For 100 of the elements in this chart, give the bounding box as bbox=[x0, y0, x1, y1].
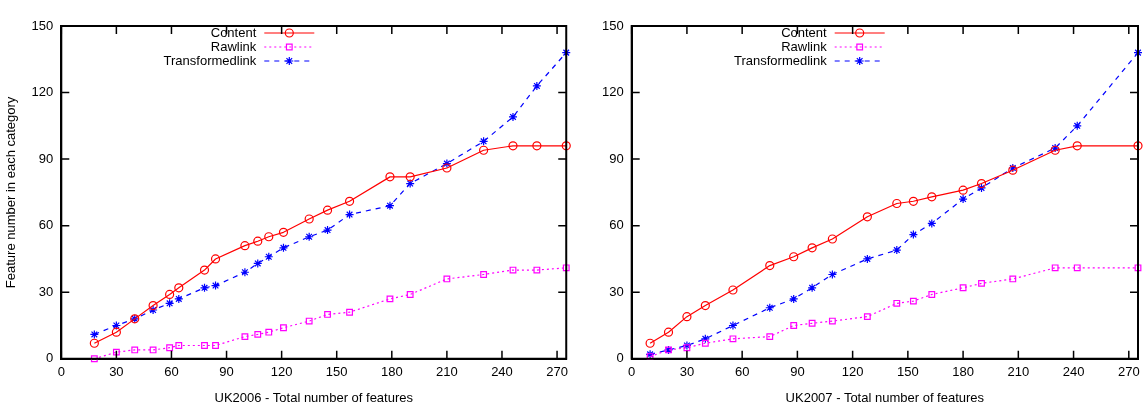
point bbox=[442, 158, 452, 169]
point bbox=[240, 267, 250, 277]
point bbox=[645, 338, 655, 348]
y-tick-label: 90 bbox=[38, 150, 54, 166]
point bbox=[253, 236, 263, 246]
point bbox=[405, 172, 415, 182]
point bbox=[828, 317, 836, 325]
point bbox=[958, 194, 968, 204]
x-tick-label: 270 bbox=[546, 364, 568, 380]
point bbox=[908, 229, 918, 240]
point bbox=[978, 279, 985, 287]
point bbox=[344, 209, 355, 220]
x-tick-label: 120 bbox=[270, 364, 293, 380]
y-tick-label: 30 bbox=[609, 283, 624, 299]
y-tick-label: 150 bbox=[601, 17, 624, 33]
x-tick-label: 60 bbox=[734, 364, 750, 380]
point bbox=[663, 327, 674, 337]
point bbox=[212, 342, 219, 349]
point bbox=[646, 353, 654, 361]
point bbox=[165, 298, 175, 308]
legend-label: Transformedlink bbox=[163, 52, 257, 68]
point bbox=[508, 141, 518, 151]
point bbox=[729, 335, 737, 343]
point bbox=[322, 205, 333, 215]
point bbox=[149, 346, 157, 354]
point bbox=[241, 333, 249, 341]
point bbox=[264, 232, 274, 242]
point bbox=[322, 225, 333, 235]
point bbox=[533, 266, 541, 274]
point bbox=[254, 330, 262, 338]
point bbox=[976, 183, 987, 193]
point bbox=[385, 201, 395, 211]
x-tick-label: 0 bbox=[57, 364, 65, 380]
point bbox=[90, 355, 98, 363]
point bbox=[765, 261, 775, 271]
legend-label: Rawlink bbox=[781, 38, 828, 54]
point bbox=[909, 297, 917, 305]
point bbox=[278, 243, 289, 253]
point bbox=[265, 328, 273, 336]
point bbox=[701, 339, 709, 347]
point bbox=[210, 280, 221, 291]
x-tick-label: 90 bbox=[219, 364, 234, 380]
x-tick-label: 150 bbox=[897, 364, 919, 380]
y-axis-title: Feature number in each category bbox=[3, 96, 19, 289]
x-tick-label: 150 bbox=[325, 364, 348, 380]
point bbox=[959, 284, 967, 292]
point bbox=[1073, 264, 1081, 272]
point bbox=[210, 254, 221, 264]
point bbox=[562, 264, 570, 272]
x-tick-label: 90 bbox=[790, 364, 805, 380]
point bbox=[344, 196, 355, 206]
point bbox=[479, 145, 489, 155]
x-tick-label: 270 bbox=[1117, 364, 1140, 380]
point bbox=[175, 342, 183, 349]
x-tick-label: 240 bbox=[491, 364, 513, 380]
point bbox=[682, 340, 692, 351]
y-tick-label: 90 bbox=[609, 150, 624, 166]
point bbox=[682, 312, 692, 322]
point bbox=[304, 214, 314, 224]
point bbox=[863, 313, 871, 321]
point bbox=[728, 320, 738, 331]
point bbox=[827, 269, 837, 280]
point bbox=[765, 303, 775, 313]
point bbox=[892, 245, 902, 255]
point bbox=[766, 333, 774, 341]
legend-label: Content bbox=[781, 24, 828, 40]
x-tick-label: 240 bbox=[1062, 364, 1085, 380]
point bbox=[508, 112, 518, 122]
point bbox=[790, 322, 798, 329]
point bbox=[1134, 264, 1142, 272]
point bbox=[305, 317, 313, 325]
y-tick-label: 120 bbox=[31, 84, 54, 100]
point bbox=[561, 48, 571, 58]
point bbox=[324, 311, 331, 318]
point bbox=[1072, 141, 1082, 151]
point bbox=[807, 243, 817, 253]
point bbox=[561, 141, 571, 151]
point bbox=[927, 218, 937, 229]
point bbox=[111, 327, 121, 337]
x-tick-label: 210 bbox=[436, 364, 458, 380]
point bbox=[1051, 264, 1059, 272]
point bbox=[827, 234, 837, 244]
point bbox=[201, 342, 208, 349]
point bbox=[131, 346, 139, 354]
point bbox=[443, 275, 451, 283]
point bbox=[1009, 275, 1017, 283]
point bbox=[789, 252, 799, 262]
point bbox=[789, 294, 799, 304]
x-tick-label: 60 bbox=[164, 364, 179, 380]
point bbox=[908, 196, 918, 206]
point bbox=[240, 241, 250, 251]
point bbox=[386, 295, 394, 303]
point bbox=[111, 320, 121, 331]
point bbox=[1133, 141, 1143, 151]
point bbox=[199, 265, 210, 275]
point bbox=[532, 81, 542, 91]
point bbox=[166, 344, 174, 352]
point bbox=[532, 141, 542, 151]
point bbox=[700, 334, 710, 344]
x-axis-title: UK2006 - Total number of features bbox=[214, 389, 414, 405]
